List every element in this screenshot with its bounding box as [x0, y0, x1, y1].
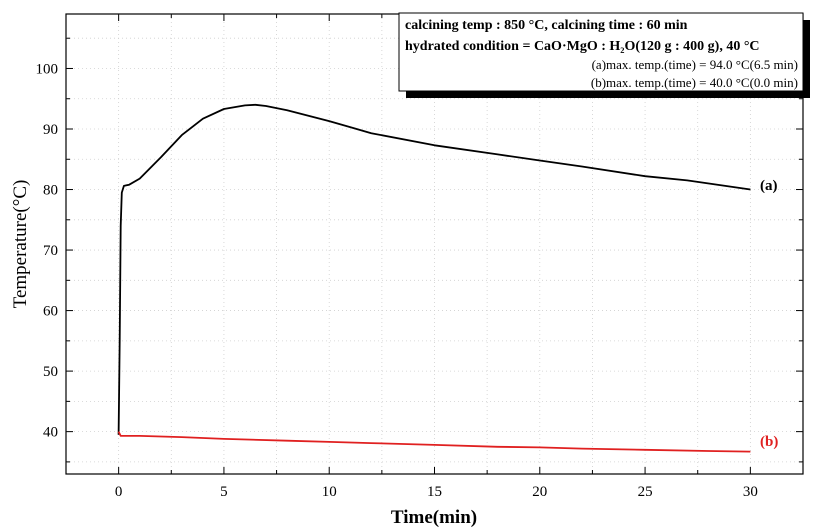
series-b-label: (b) — [760, 434, 778, 450]
y-tick-label: 90 — [43, 122, 58, 138]
series-a-line — [117, 103, 751, 435]
info-line-2: hydrated condition = CaO·MgO : H₂O(120 g… — [405, 39, 760, 54]
x-tick-label: 5 — [220, 484, 228, 500]
info-line-1: calcining temp : 850 °C, calcining time … — [405, 18, 688, 33]
y-tick-label: 60 — [43, 304, 58, 320]
y-tick-labels: 40 50 60 70 80 90 100 — [36, 61, 59, 440]
x-tick-label: 10 — [322, 484, 337, 500]
series-lines — [117, 103, 751, 453]
x-tick-labels: 0 5 10 15 20 25 30 — [115, 484, 758, 500]
y-tick-label: 50 — [43, 364, 58, 380]
x-tick-label: 25 — [638, 484, 653, 500]
info-line-3: (a)max. temp.(time) = 94.0 °C(6.5 min) — [592, 57, 798, 72]
series-b-line — [117, 431, 751, 453]
info-box: calcining temp : 850 °C, calcining time … — [398, 12, 810, 98]
y-tick-label: 100 — [36, 61, 59, 77]
y-tick-label: 40 — [43, 425, 58, 441]
x-axis-title: Time(min) — [391, 507, 477, 528]
y-axis-title: Temperature(°C) — [10, 180, 31, 309]
x-tick-label: 15 — [427, 484, 442, 500]
x-tick-label: 30 — [743, 484, 758, 500]
x-tick-label: 0 — [115, 484, 123, 500]
y-tick-label: 80 — [43, 183, 58, 199]
info-line-4: (b)max. temp.(time) = 40.0 °C(0.0 min) — [591, 75, 798, 90]
info-box-panel — [398, 12, 804, 92]
y-tick-label: 70 — [43, 243, 58, 259]
series-a-label: (a) — [760, 178, 778, 194]
x-tick-label: 20 — [532, 484, 547, 500]
